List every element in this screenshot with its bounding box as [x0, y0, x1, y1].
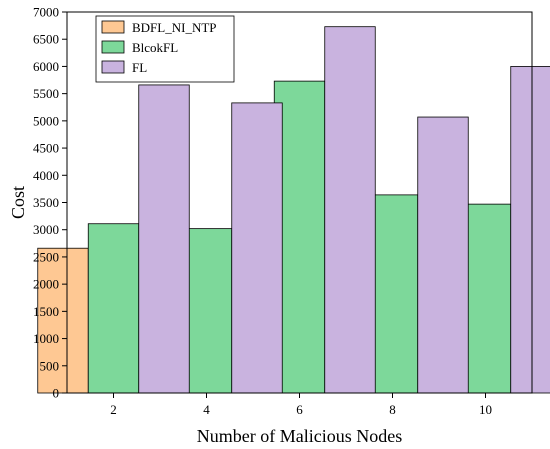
bar-blcokfl-10 [459, 203, 512, 394]
bar-fl-8 [417, 116, 469, 394]
y-tick-label: 5500 [33, 86, 59, 101]
y-tick-label: 6500 [33, 32, 59, 47]
x-tick-label: 6 [296, 402, 303, 417]
bar-blcokfl-2 [87, 223, 140, 394]
y-tick-label: 7000 [33, 5, 59, 20]
x-axis: 2 4 6 8 10 [110, 393, 492, 417]
legend-swatch [101, 60, 125, 74]
x-tick-label: 2 [110, 402, 117, 417]
x-tick-label: 4 [203, 402, 210, 417]
y-tick-label: 4500 [33, 141, 59, 156]
y-tick-label: 2000 [33, 277, 59, 292]
y-tick-label: 6000 [33, 59, 59, 74]
x-tick-label: 8 [389, 402, 396, 417]
bars-layer [37, 26, 550, 394]
y-tick-label: 0 [53, 386, 60, 401]
bar-fl-10 [510, 66, 550, 394]
y-tick-label: 500 [40, 358, 60, 373]
x-tick-label: 10 [479, 402, 492, 417]
y-tick-label: 3500 [33, 195, 59, 210]
legend-label: BlcokFL [132, 40, 178, 55]
y-tick-label: 5000 [33, 113, 59, 128]
x-axis-title: Number of Malicious Nodes [197, 426, 402, 446]
legend-swatch [101, 20, 125, 34]
y-tick-label: 4000 [33, 168, 59, 183]
y-axis: 0 500 1000 1500 2000 2500 3000 3500 4000 4500 5000… [33, 5, 67, 401]
y-tick-label: 1000 [33, 331, 59, 346]
legend-label: FL [132, 60, 147, 75]
bar-blcokfl-6 [273, 80, 326, 394]
legend: BDFL_NI_NTP BlcokFL FL [95, 15, 235, 83]
bar-fl-2 [138, 84, 190, 394]
legend-swatch [101, 40, 125, 54]
y-tick-label: 3000 [33, 222, 59, 237]
y-axis-title: Cost [8, 186, 28, 219]
y-tick-label: 1500 [33, 304, 59, 319]
y-tick-label: 2500 [33, 249, 59, 264]
bar-bdfl-ni-ntp-2 [37, 247, 89, 394]
legend-label: BDFL_NI_NTP [132, 20, 217, 35]
bar-fl-6 [324, 26, 376, 394]
bar-fl-4 [231, 102, 283, 394]
